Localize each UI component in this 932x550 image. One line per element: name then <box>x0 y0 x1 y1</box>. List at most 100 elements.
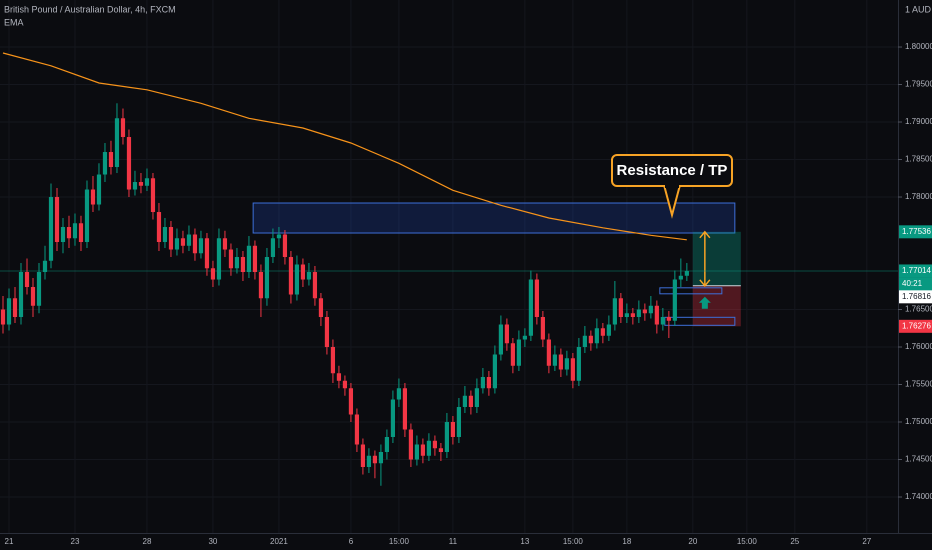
x-tick-label: 13 <box>520 537 529 546</box>
candle-body <box>462 395 467 408</box>
candle-body <box>426 440 432 456</box>
candle-body <box>474 388 479 408</box>
x-tick-label: 2021 <box>270 537 288 546</box>
candle-body <box>666 317 671 321</box>
candle-body <box>312 272 318 299</box>
plot <box>0 52 898 486</box>
candle-body <box>636 309 641 318</box>
candle-body <box>300 264 306 280</box>
y-tick-label: 1.76500 <box>905 305 932 314</box>
candle-body <box>420 444 426 456</box>
callout-pointer <box>663 184 681 219</box>
candle-body <box>180 238 186 246</box>
stop-label-bg <box>899 319 932 333</box>
last-price-label: 1.77014 <box>902 266 931 275</box>
candle-body <box>594 328 599 344</box>
candle-body <box>372 455 378 464</box>
candle-body <box>288 257 294 295</box>
candle-body <box>150 178 156 213</box>
candle-body <box>480 377 485 389</box>
x-tick-label: 28 <box>143 537 152 546</box>
stop-area <box>692 285 741 327</box>
x-tick-label: 20 <box>688 537 697 546</box>
candle-body <box>336 373 342 381</box>
chart-title: British Pound / Australian Dollar, 4h, F… <box>4 4 176 14</box>
candle-body <box>456 407 461 438</box>
callout-join <box>665 183 679 188</box>
candle-body <box>144 178 150 186</box>
candle-body <box>114 118 120 168</box>
candle-body <box>330 347 336 374</box>
candle-body <box>186 234 192 246</box>
candle-body <box>612 298 617 325</box>
candle-body <box>294 264 300 295</box>
candle-body <box>438 448 444 453</box>
candle-body <box>102 152 108 175</box>
entry-label: 1.76816 <box>902 292 931 301</box>
candle-body <box>342 380 348 389</box>
candle-body <box>96 174 102 205</box>
candle-body <box>318 298 324 318</box>
candle-body <box>36 272 42 306</box>
candle-body <box>678 275 683 280</box>
y-tick-label: 1.75000 <box>905 417 932 426</box>
candle-body <box>468 395 473 408</box>
axes: 1.74000 1.74500 1.75000 1.75500 1.76000 1.765… <box>5 42 932 546</box>
candle-body <box>174 238 180 250</box>
candle-body <box>240 257 246 273</box>
candle-body <box>306 272 312 280</box>
arrow-head <box>699 279 711 287</box>
y-tick-label: 1.78000 <box>905 192 932 201</box>
x-tick-label: 15:00 <box>389 537 410 546</box>
candle-body <box>546 339 551 366</box>
candle-body <box>264 257 270 299</box>
candle-body <box>48 197 54 261</box>
candle-body <box>276 234 282 239</box>
candle-body <box>6 298 12 325</box>
candle-body <box>42 260 48 273</box>
candle-body <box>156 212 162 243</box>
candle-body <box>384 437 390 453</box>
candle-body <box>24 272 30 288</box>
candle-body <box>348 388 354 415</box>
candle-body <box>528 279 533 336</box>
candle-body <box>498 324 503 355</box>
candle-body <box>552 354 557 366</box>
candle-body <box>324 317 330 348</box>
candle-body <box>378 452 384 464</box>
candle-body <box>192 234 198 254</box>
x-tick-label: 27 <box>862 537 871 546</box>
candle-body <box>516 339 521 366</box>
candle-body <box>210 268 216 280</box>
candle-body <box>216 238 222 280</box>
order-box <box>659 287 723 295</box>
x-tick-label: 15:00 <box>563 537 584 546</box>
stop-label: 1.76276 <box>902 321 931 330</box>
candle-body <box>120 118 126 138</box>
last-price-label-bg <box>899 264 932 278</box>
ema-line <box>2 52 687 241</box>
candle-body <box>222 238 228 250</box>
candle-body <box>84 189 90 243</box>
candle-body <box>282 234 288 258</box>
candle-body <box>618 298 623 318</box>
currency-label: 1 AUD D <box>905 4 932 14</box>
candle-body <box>654 305 659 325</box>
candle-body <box>540 317 545 340</box>
x-tick-label: 15:00 <box>737 537 758 546</box>
candle-body <box>648 305 653 314</box>
candle-body <box>522 335 527 340</box>
x-tick-label: 25 <box>790 537 799 546</box>
y-tick-label: 1.75500 <box>905 380 932 389</box>
candle-body <box>366 455 372 468</box>
entry-label-bg <box>899 290 932 304</box>
x-tick-label: 30 <box>208 537 217 546</box>
candle-body <box>126 137 132 190</box>
candle-body <box>60 227 66 243</box>
x-tick-label: 6 <box>349 537 354 546</box>
candle-body <box>162 227 168 243</box>
indicator-label: EMA <box>4 17 24 27</box>
countdown-label: 40:21 <box>902 279 923 288</box>
